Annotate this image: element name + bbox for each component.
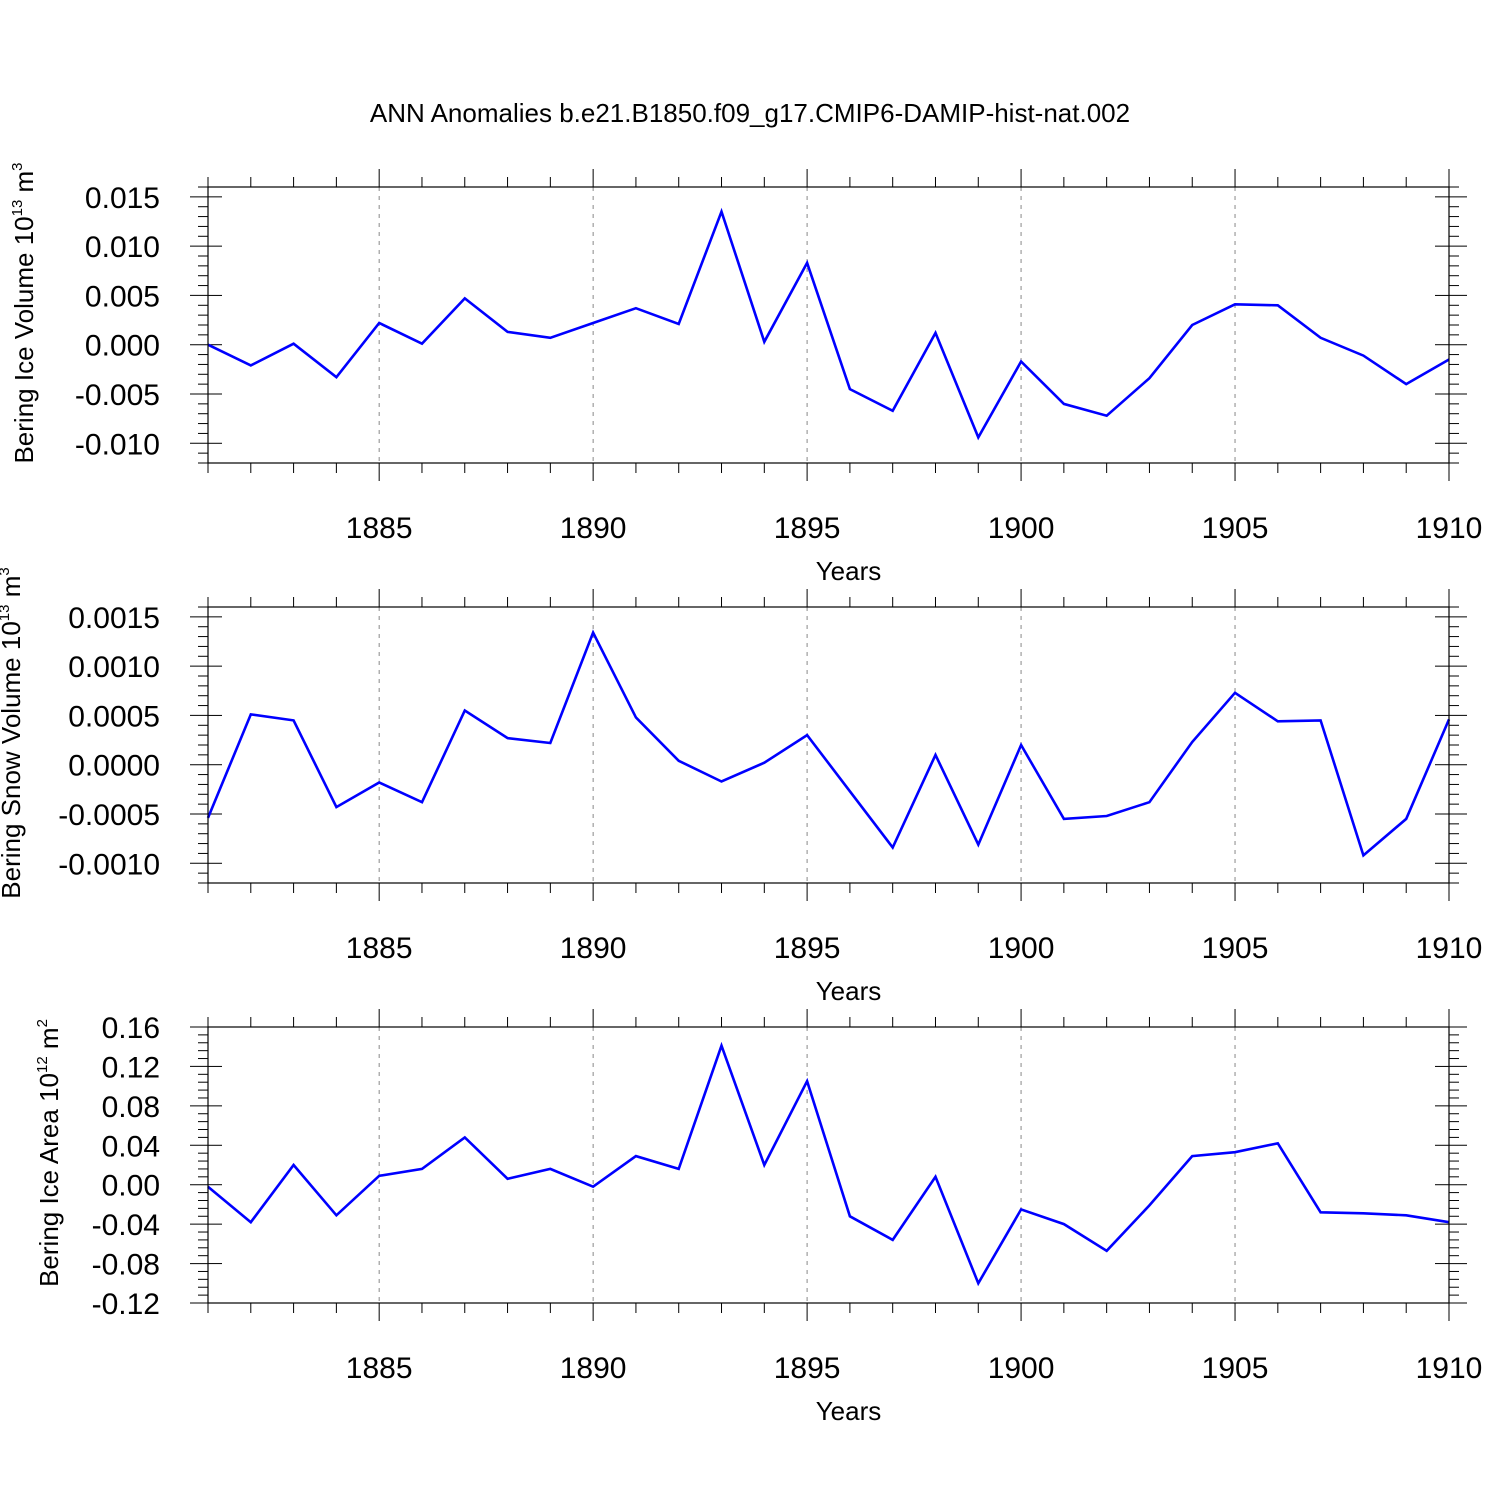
- y-tick-label: 0.0000: [68, 750, 160, 783]
- series-line: [206, 629, 1451, 858]
- y-axis-label: Bering Ice Volume 1013 m3: [9, 162, 39, 463]
- x-tick-label: 1910: [1416, 932, 1483, 965]
- x-tick-label: 1900: [988, 1352, 1055, 1385]
- y-tick-label: -0.0010: [58, 848, 160, 881]
- x-tick-label: 1890: [560, 932, 627, 965]
- x-tick-label: 1895: [774, 1352, 841, 1385]
- y-tick-label: 0.0005: [68, 700, 160, 733]
- x-tick-label: 1910: [1416, 1352, 1483, 1385]
- y-tick-label: 0.00: [102, 1170, 160, 1203]
- y-tick-label: -0.010: [75, 428, 160, 461]
- y-tick-label: 0.000: [85, 330, 160, 363]
- x-tick-label: 1910: [1416, 512, 1483, 545]
- x-axis-label: Years: [816, 976, 882, 1006]
- x-tick-label: 1895: [774, 932, 841, 965]
- series-line: [207, 207, 1450, 441]
- x-axis-label: Years: [816, 556, 882, 586]
- series-line: [207, 1041, 1450, 1287]
- plot-frame: [207, 1026, 1450, 1304]
- y-tick-label: -0.08: [92, 1249, 160, 1282]
- y-tick-label: -0.005: [75, 379, 160, 412]
- x-tick-label: 1885: [346, 512, 413, 545]
- x-tick-label: 1900: [988, 932, 1055, 965]
- panel-3: -0.12 -0.08 -0.04 0.00 0.04 0.08 0.12 0.16 1885 1…: [34, 1009, 1482, 1426]
- chart-title: ANN Anomalies b.e21.B1850.f09_g17.CMIP6-…: [370, 98, 1130, 128]
- y-axis-label: Bering Ice Area 1012 m2: [34, 1019, 64, 1287]
- plot-frame: [207, 186, 1450, 464]
- y-tick-label: 0.08: [102, 1091, 160, 1124]
- panel-1: -0.010 -0.005 0.000 0.005 0.010 0.015 1885 1890…: [9, 162, 1482, 586]
- x-tick-label: 1885: [346, 932, 413, 965]
- y-tick-label: 0.04: [102, 1130, 160, 1163]
- y-tick-label: 0.12: [102, 1051, 160, 1084]
- x-tick-label: 1885: [346, 1352, 413, 1385]
- x-tick-label: 1895: [774, 512, 841, 545]
- panel-2: -0.0010 -0.0005 0.0000 0.0005 0.0010 0.0015 18…: [0, 567, 1482, 1006]
- y-tick-label: 0.0010: [68, 651, 160, 684]
- x-tick-label: 1890: [560, 512, 627, 545]
- y-tick-label: 0.0015: [68, 602, 160, 635]
- x-tick-label: 1905: [1202, 512, 1269, 545]
- y-tick-label: -0.12: [92, 1288, 160, 1321]
- x-tick-label: 1900: [988, 512, 1055, 545]
- x-tick-label: 1890: [560, 1352, 627, 1385]
- y-axis-label: Bering Snow Volume 1013 m3: [0, 567, 26, 898]
- plot-frame: [207, 606, 1450, 884]
- x-axis-label: Years: [816, 1396, 882, 1426]
- x-tick-label: 1905: [1202, 1352, 1269, 1385]
- y-tick-label: -0.04: [92, 1209, 160, 1242]
- x-tick-label: 1905: [1202, 932, 1269, 965]
- y-tick-label: 0.16: [102, 1012, 160, 1045]
- y-tick-label: 0.005: [85, 280, 160, 313]
- y-tick-label: 0.015: [85, 182, 160, 215]
- y-tick-label: -0.0005: [58, 799, 160, 832]
- y-tick-label: 0.010: [85, 231, 160, 264]
